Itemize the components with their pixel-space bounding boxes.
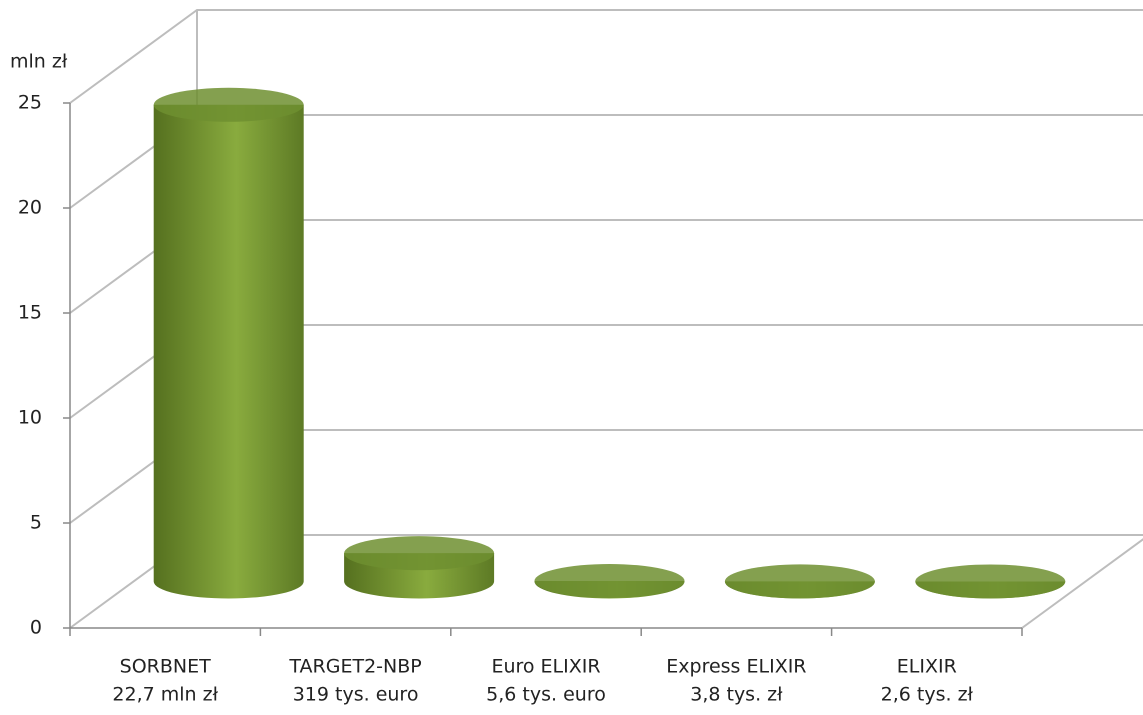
y-tick-label: 15 xyxy=(18,302,42,324)
cylinder-body xyxy=(153,104,304,599)
cylinder-top xyxy=(153,87,304,122)
cylinder xyxy=(153,87,304,599)
y-tick-label: 25 xyxy=(18,92,42,114)
y-tick-label: 0 xyxy=(30,617,42,639)
x-tick-label: Express ELIXIR xyxy=(666,656,806,678)
cylinder xyxy=(344,536,495,599)
cylinder-top xyxy=(915,564,1066,599)
y-tick-label: 20 xyxy=(18,197,42,219)
cylinder xyxy=(534,563,685,599)
cylinder xyxy=(724,564,875,599)
x-tick-label: 5,6 tys. euro xyxy=(486,684,606,706)
axis-title: mln zł xyxy=(10,51,68,73)
x-tick-label: TARGET2-NBP xyxy=(288,656,421,678)
y-tick-label: 5 xyxy=(30,512,42,534)
x-tick-label: SORBNET xyxy=(120,656,211,678)
x-tick-label: 2,6 tys. zł xyxy=(881,684,974,706)
x-tick-label: Euro ELIXIR xyxy=(491,656,600,678)
cylinder-top xyxy=(724,564,875,599)
x-tick-label: 319 tys. euro xyxy=(293,684,419,706)
cylinder-top xyxy=(534,563,685,598)
grid-line xyxy=(69,9,1143,104)
floor-edge xyxy=(1021,538,1143,629)
cylinder-top xyxy=(344,536,495,571)
x-tick-label: 3,8 tys. zł xyxy=(690,684,783,706)
y-tick-label: 10 xyxy=(18,407,42,429)
x-tick-label: ELIXIR xyxy=(897,656,957,678)
x-tick-label: 22,7 mln zł xyxy=(112,684,218,706)
cylinder xyxy=(915,564,1066,599)
